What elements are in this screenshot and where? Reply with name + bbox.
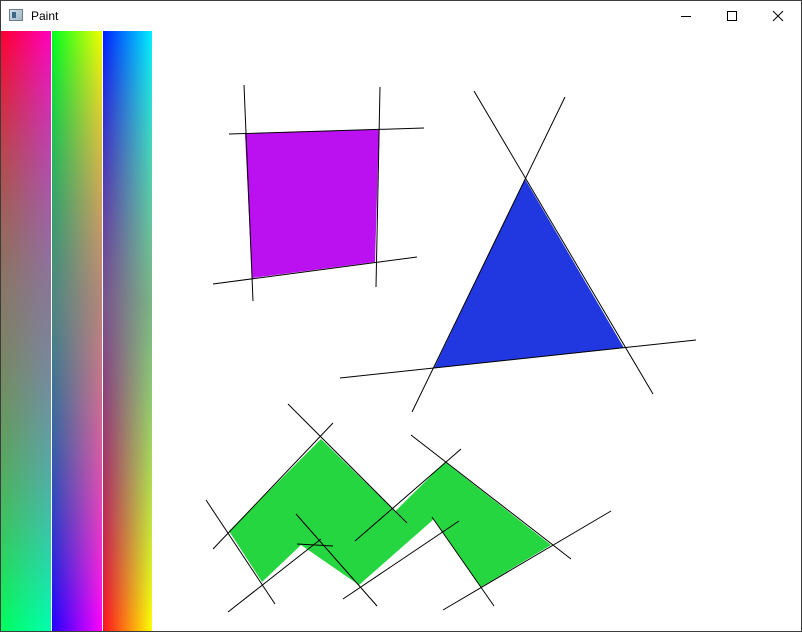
- palette-separator: [102, 31, 103, 631]
- palette-strip-1[interactable]: [1, 31, 51, 631]
- title-bar[interactable]: Paint: [1, 1, 801, 31]
- green-chevron-right[interactable]: [345, 462, 551, 587]
- drawing-layer: [205, 84, 697, 613]
- drawing-canvas[interactable]: [1, 31, 801, 631]
- palette-separator: [51, 31, 52, 631]
- close-button[interactable]: [755, 1, 801, 31]
- palette-strip-3[interactable]: [103, 31, 152, 631]
- purple-quadrilateral[interactable]: [245, 129, 379, 278]
- palette-strip-1-gradient: [1, 31, 51, 631]
- app-icon: [9, 9, 23, 21]
- maximize-icon: [727, 11, 737, 21]
- window-title: Paint: [31, 9, 59, 23]
- palette-strip-2-gradient: [52, 31, 102, 631]
- minimize-icon: [681, 16, 691, 17]
- quadrilateral-guide-lines: [212, 84, 425, 302]
- maximize-button[interactable]: [709, 1, 755, 31]
- palette-strip-2[interactable]: [52, 31, 102, 631]
- blue-triangle[interactable]: [434, 179, 624, 368]
- minimize-button[interactable]: [663, 1, 709, 31]
- triangle-guide-lines: [339, 90, 697, 413]
- chevron-guide-lines: [205, 403, 612, 613]
- palette-strip-3-gradient: [103, 31, 152, 631]
- close-icon: [772, 10, 784, 22]
